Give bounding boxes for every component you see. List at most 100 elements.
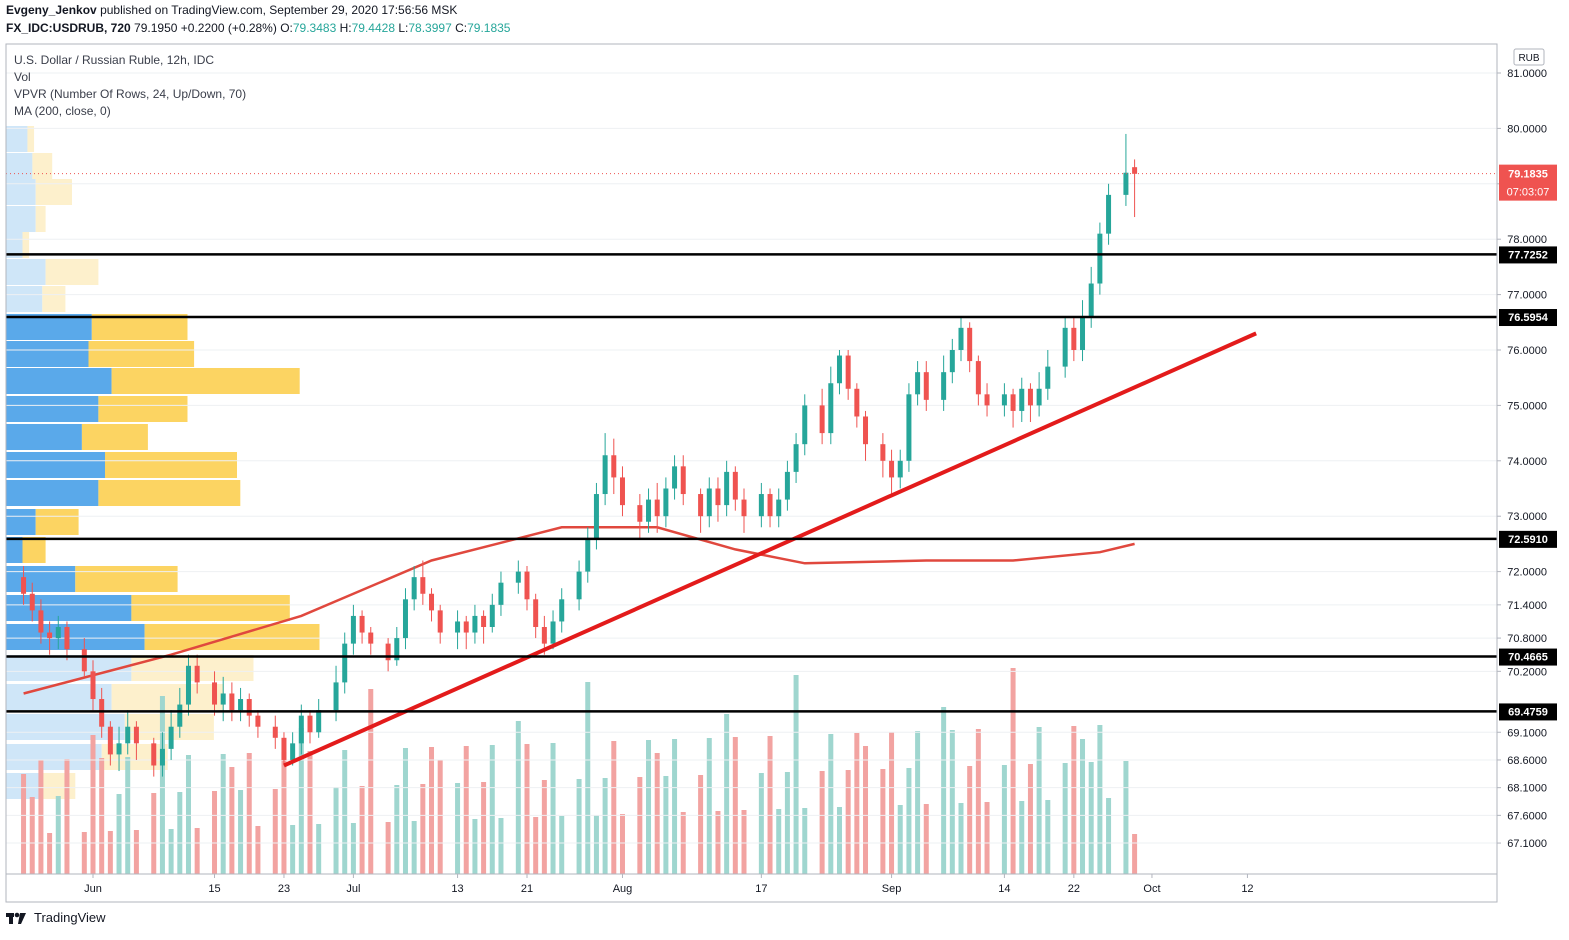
candle-body [541,627,547,644]
candle-body [1080,316,1086,350]
volume-bar [784,772,790,874]
time-tick-label: Oct [1143,883,1160,895]
trendline[interactable] [283,331,1257,768]
author-name[interactable]: Evgeny_Jenkov [6,3,97,17]
candle-body [151,743,157,766]
candle-body [1045,366,1051,389]
volume-bar [298,728,304,874]
low-label: L: [398,21,409,35]
vpvr-up-bar [6,595,132,621]
symbol-label[interactable]: FX_IDC:USDRUB, 720 [6,21,131,35]
volume-bar [185,755,191,874]
candle-body [81,649,87,672]
candle-body [420,577,426,594]
volume-bar [611,741,617,874]
candle-body [984,394,990,406]
vpvr-down-bar [105,452,237,478]
volume-bar [863,746,869,874]
volume-bar [637,777,643,874]
volume-bar [220,754,226,874]
price-tick-label: 67.1000 [1507,838,1547,850]
candle-body [333,682,339,711]
close-label: C: [455,21,468,35]
volume-bar [437,760,443,874]
horizontal-levels[interactable]: 77.7252 76.5954 72.5910 70.4665 69.4759 [6,246,1557,721]
volume-bar [646,740,652,874]
volume-bar [1062,763,1068,874]
time-tick-label: 21 [521,883,533,895]
candle-body [272,726,278,738]
candle-body [350,615,356,644]
volume-bar [316,824,322,874]
volume-bar [1045,800,1051,874]
vol-legend: Vol [14,70,31,84]
countdown-label: 07:03:07 [1507,187,1550,199]
level-badge [1499,703,1557,721]
candle-body [1062,327,1068,367]
candle-body [1027,388,1033,406]
currency-label: RUB [1518,53,1539,64]
candle-body [611,455,617,478]
volume-bar [1036,727,1042,874]
candle-body [776,499,782,517]
volume-bar [21,774,27,874]
volume-bar [672,739,678,874]
price-tick-label: 69.1000 [1507,727,1547,739]
vpvr-up-bar [6,537,23,563]
vpvr-up-bar [6,396,99,422]
candle-body [212,682,218,705]
price-change: +0.2200 (+0.28%) [180,21,277,35]
candle-body [646,499,652,522]
candle-body [229,693,235,711]
volume-bar [359,786,365,874]
volume-bar [1019,801,1025,874]
volume-bar [524,744,530,874]
candle-body [637,505,643,522]
price-tick-label: 77.0000 [1507,290,1547,302]
candle-body [1071,327,1077,350]
volume-bar [411,821,417,874]
candle-body [593,494,599,539]
candle-body [1001,394,1007,406]
volume-bar [715,811,721,874]
vpvr-down-bar [35,206,46,232]
volume-bar [706,738,712,874]
time-axis[interactable]: Jun 15 23 Jul 13 21 Aug 17 Sep 14 22 Oct 12 [84,874,1254,895]
candle-body [1106,194,1112,234]
volume-bar [906,768,912,874]
last-price-label: 79.1835 [1508,169,1548,181]
vpvr-up-bar [6,744,102,770]
level-label: 69.4759 [1508,706,1548,718]
volume-bar [845,770,851,874]
volume-bar [949,730,955,874]
candle-body [576,571,582,600]
candle-body [402,599,408,639]
candle-body [1019,388,1025,411]
vpvr-down-bar [91,314,188,340]
volume-bar [854,733,860,874]
currency-badge [1513,48,1545,66]
ma-legend: MA (200, close, 0) [14,104,111,118]
vpvr-up-bar [6,153,33,179]
volume-bar [585,682,591,874]
candle-body [715,488,721,506]
volume-bar [1123,761,1129,874]
volume-bar [1001,765,1007,874]
candle-body [437,610,443,633]
candle-body [958,327,964,350]
price-tick-label: 70.2000 [1507,666,1547,678]
candle-body [1097,233,1103,284]
level-badge [1499,530,1557,548]
candle-body [906,394,912,461]
candle-body [246,699,252,716]
vpvr-up-bar [6,368,112,394]
vpvr-up-bar [6,566,76,592]
tradingview-brand[interactable]: TradingView [34,910,106,925]
price-tick-label: 81.0000 [1507,68,1547,80]
volume-bar [967,766,973,874]
volume-bar [836,807,842,874]
candle-body [619,477,625,506]
candle-body [585,538,591,572]
price-axis[interactable]: 81.000080.000079.000078.000077.000076.00… [6,44,1557,902]
